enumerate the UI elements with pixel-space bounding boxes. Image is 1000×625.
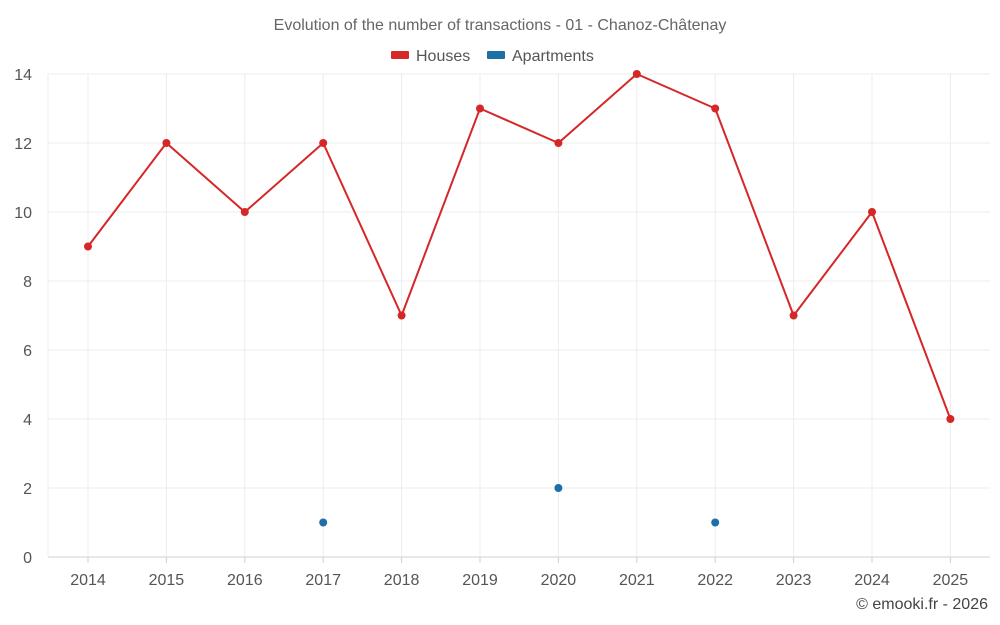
x-tick-label: 2014 (70, 572, 106, 589)
legend: Houses Apartments (391, 48, 594, 65)
houses-point-2018 (397, 311, 406, 320)
series-lines (87, 73, 952, 420)
x-tick-label: 2025 (933, 572, 969, 589)
x-tick-label: 2022 (697, 572, 733, 589)
y-tick-label: 0 (23, 550, 32, 567)
houses-point-2020 (554, 139, 563, 147)
houses-point-2025 (946, 415, 955, 423)
series-points (84, 70, 955, 527)
houses-point-2015 (162, 139, 171, 147)
x-tick-label: 2020 (541, 572, 577, 589)
y-tick-label: 12 (14, 136, 32, 153)
x-tick-label: 2018 (384, 572, 420, 589)
x-tick-label: 2024 (854, 572, 890, 589)
x-tick-label: 2023 (776, 572, 812, 589)
houses-point-2019 (476, 104, 484, 113)
apartments-point-2017 (319, 518, 328, 527)
apartments-point-2022 (711, 518, 720, 527)
y-tick-label: 2 (23, 481, 32, 498)
chart-title: Evolution of the number of transactions … (274, 17, 727, 34)
apartments-legend-label: Apartments (512, 48, 594, 65)
apartments-point-2020 (554, 484, 563, 492)
credit-text: © emooki.fr - 2026 (856, 596, 988, 613)
y-tick-label: 10 (14, 205, 32, 222)
grid (47, 73, 990, 563)
y-tick-label: 14 (14, 67, 32, 84)
x-tick-label: 2017 (305, 572, 341, 589)
x-tick-label: 2015 (149, 572, 185, 589)
y-tick-label: 4 (23, 412, 32, 429)
houses-point-2016 (240, 208, 249, 216)
x-axis-ticks: 2014 2015 2016 2017 2018 2019 2020 2021 2022 2023… (70, 572, 968, 589)
x-tick-label: 2016 (227, 572, 263, 589)
houses-legend-swatch (391, 51, 409, 59)
x-tick-label: 2021 (619, 572, 655, 589)
houses-series-line (87, 73, 952, 420)
y-tick-label: 8 (23, 274, 32, 291)
houses-point-2021 (632, 70, 641, 78)
x-tick-label: 2019 (462, 572, 498, 589)
houses-point-2023 (789, 311, 798, 320)
y-tick-label: 6 (23, 343, 32, 360)
houses-legend-label: Houses (416, 48, 470, 65)
houses-point-2017 (319, 139, 328, 147)
y-axis-ticks: 0 2 4 6 8 10 12 14 (14, 67, 32, 567)
houses-point-2024 (868, 208, 876, 216)
apartments-legend-swatch (487, 51, 505, 59)
houses-point-2022 (711, 104, 720, 113)
houses-point-2014 (84, 242, 92, 251)
